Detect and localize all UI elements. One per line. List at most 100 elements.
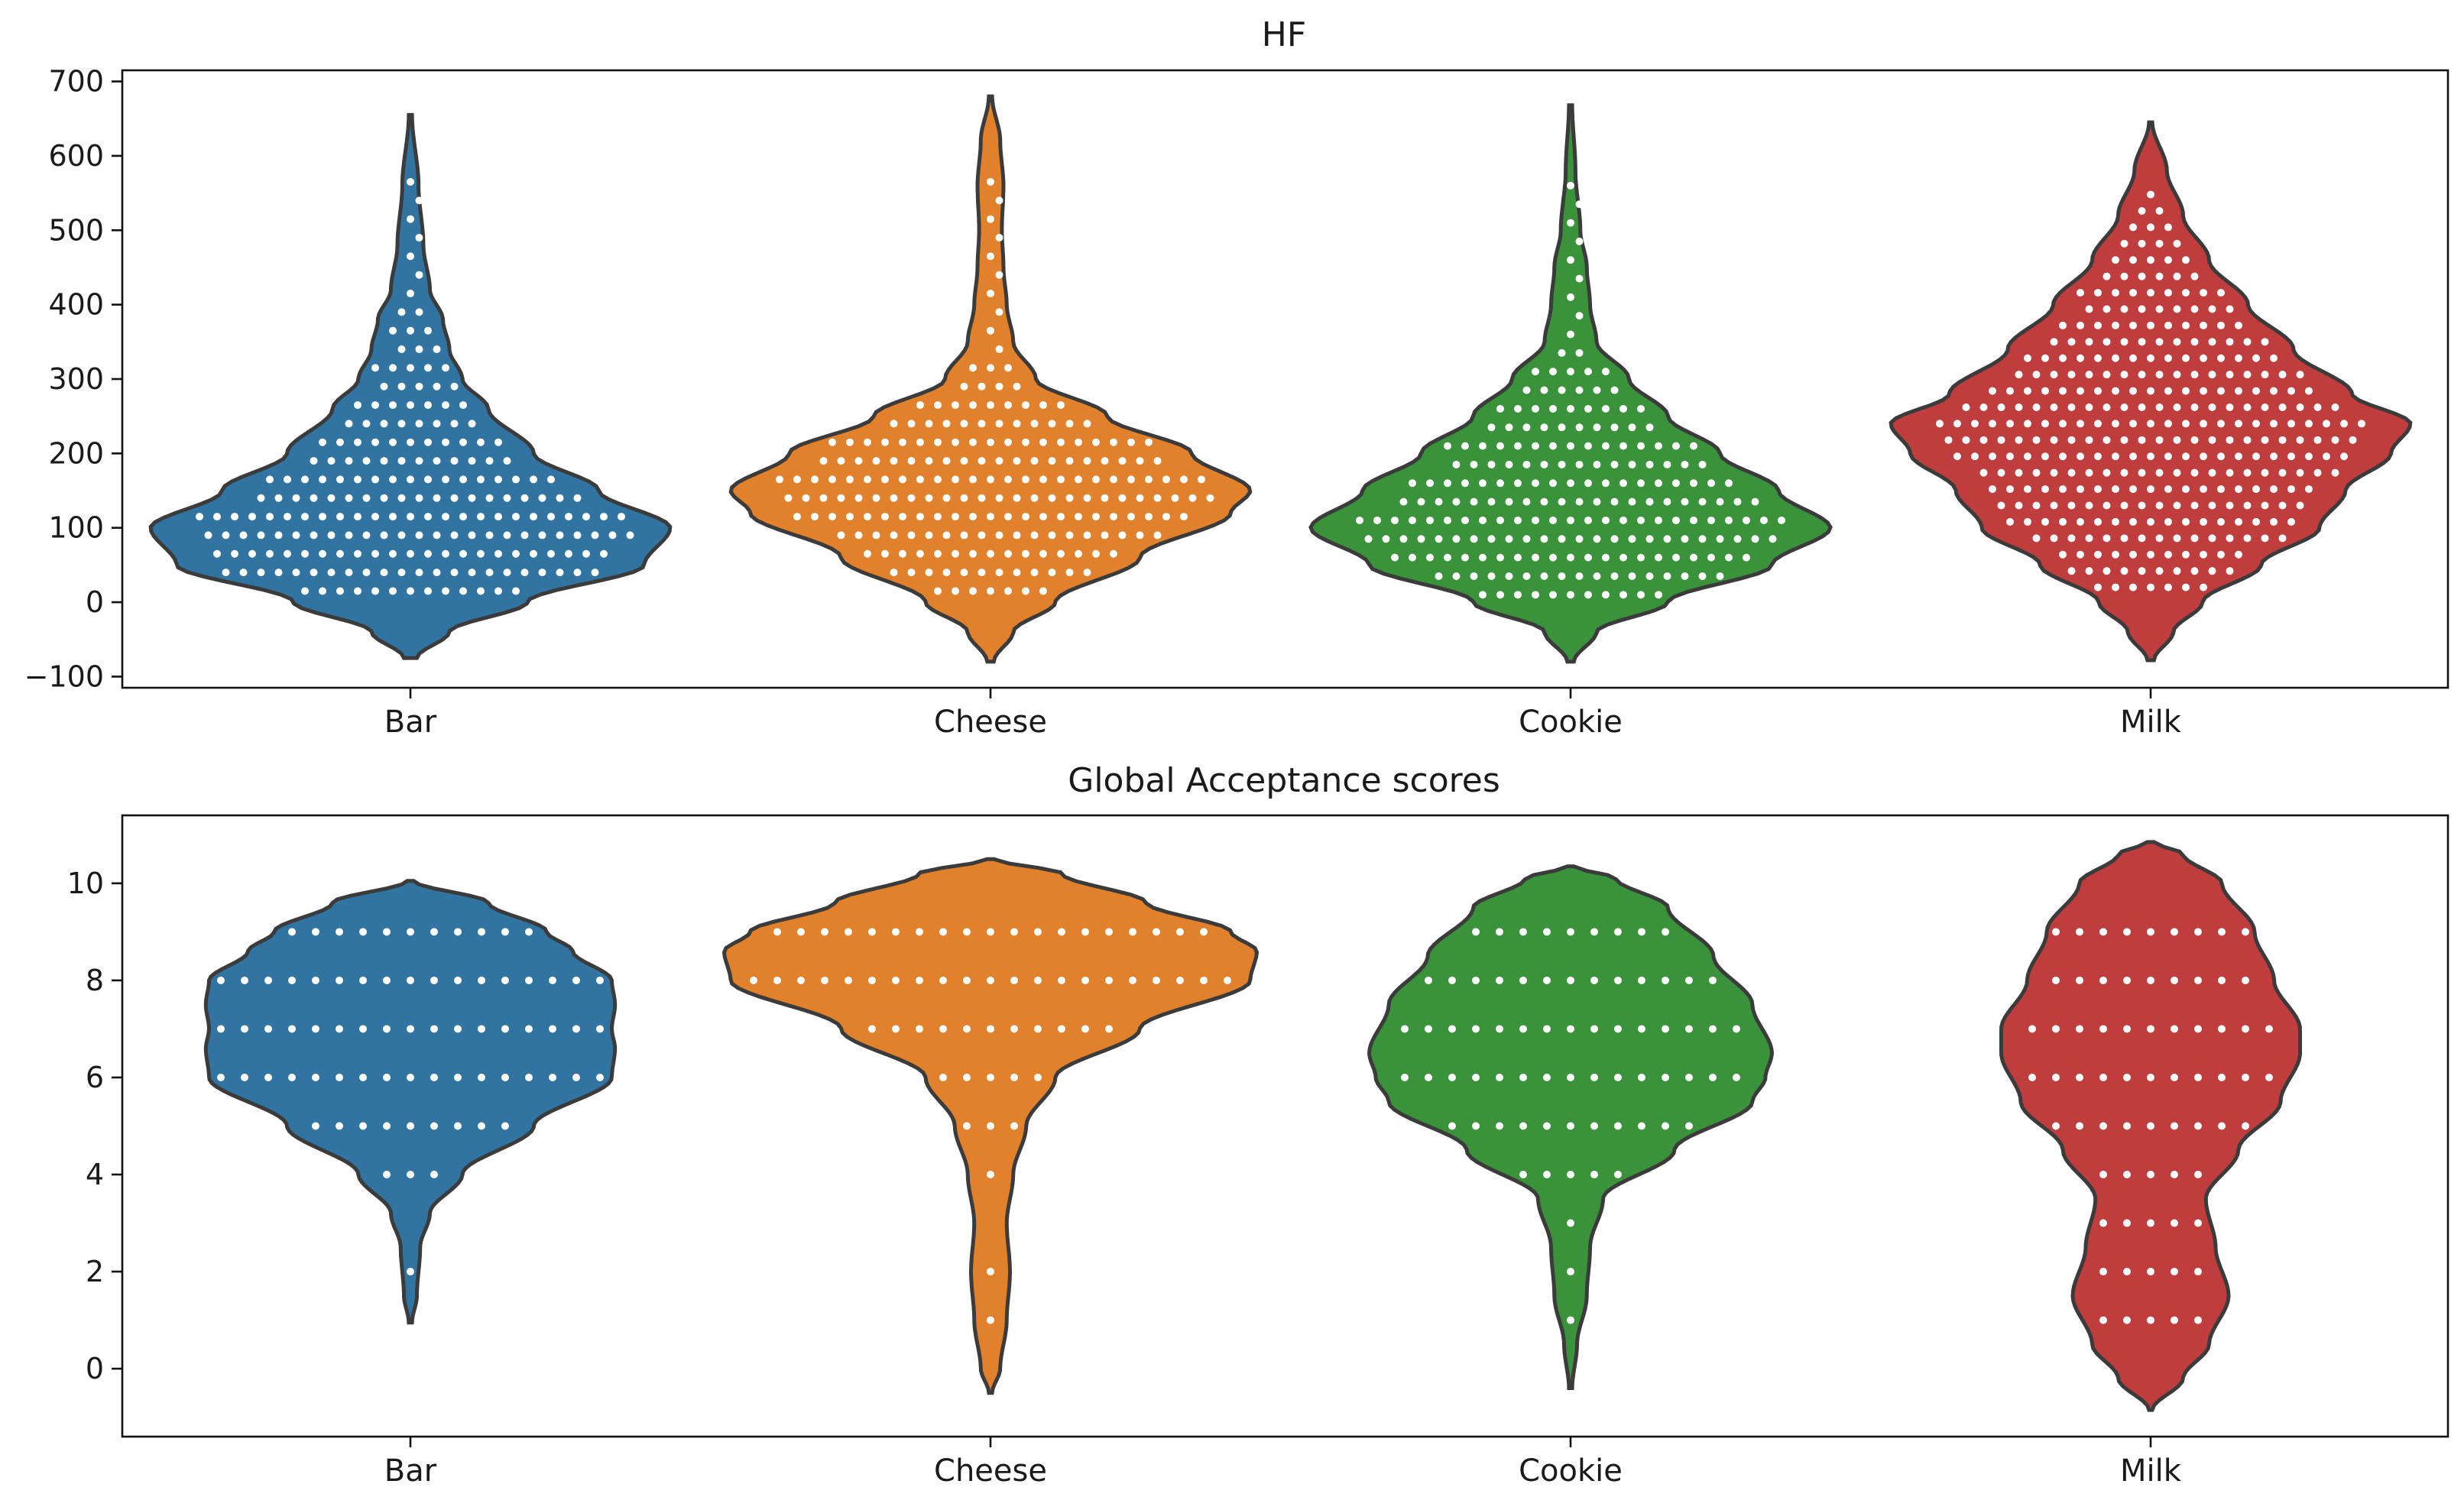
data-point xyxy=(1013,457,1021,465)
data-point xyxy=(1540,535,1548,543)
data-point xyxy=(389,475,397,484)
data-point xyxy=(802,494,810,502)
data-point xyxy=(1048,457,1056,465)
data-point xyxy=(2164,354,2172,362)
data-point xyxy=(1549,553,1557,562)
data-point xyxy=(1022,475,1029,484)
data-point xyxy=(415,196,423,205)
data-point xyxy=(2194,1219,2202,1227)
data-point xyxy=(1048,494,1056,502)
data-point xyxy=(1522,572,1531,580)
data-point xyxy=(987,215,994,223)
data-point xyxy=(1448,1122,1456,1130)
swarm-bar xyxy=(217,928,604,1276)
data-point xyxy=(1048,531,1056,540)
data-point xyxy=(1200,976,1208,984)
data-point xyxy=(2270,485,2278,494)
data-point xyxy=(2123,1073,2131,1081)
data-point xyxy=(2028,1025,2036,1033)
data-point xyxy=(2278,436,2287,444)
data-point xyxy=(1575,386,1584,394)
data-point xyxy=(1081,1025,1089,1033)
data-point xyxy=(485,494,494,502)
data-point xyxy=(359,1073,367,1081)
data-point xyxy=(2243,501,2252,510)
data-point xyxy=(2123,976,2131,984)
data-point xyxy=(995,494,1003,502)
data-point xyxy=(2147,1122,2154,1130)
data-point xyxy=(1567,404,1574,413)
data-point xyxy=(2099,1073,2107,1081)
data-point xyxy=(284,549,291,558)
data-point xyxy=(2059,321,2067,329)
data-point xyxy=(1567,256,1574,264)
data-point xyxy=(217,976,225,984)
data-point xyxy=(1602,479,1610,488)
data-point xyxy=(1645,460,1654,468)
data-point xyxy=(2164,321,2172,329)
data-point xyxy=(1496,404,1504,413)
data-point xyxy=(2052,976,2060,984)
data-point xyxy=(1030,494,1039,502)
data-point xyxy=(2032,403,2041,411)
data-point xyxy=(2006,485,2014,494)
data-point xyxy=(2252,387,2260,395)
data-point xyxy=(2173,468,2181,477)
violin-bar xyxy=(148,112,673,660)
y-tick-label: 4 xyxy=(86,1158,104,1191)
data-point xyxy=(2235,550,2242,559)
data-point xyxy=(1575,200,1584,209)
data-point xyxy=(1716,497,1724,506)
data-point xyxy=(1567,928,1574,936)
data-point xyxy=(1057,438,1065,446)
data-point xyxy=(274,569,283,577)
data-point xyxy=(312,1122,319,1130)
data-point xyxy=(2077,452,2084,461)
data-point xyxy=(892,976,900,984)
data-point xyxy=(1057,401,1065,410)
data-point xyxy=(2123,1025,2131,1033)
data-point xyxy=(424,326,432,335)
data-point xyxy=(2242,1025,2249,1033)
data-point xyxy=(415,271,423,279)
data-point xyxy=(995,196,1003,205)
data-point xyxy=(2147,223,2154,232)
data-point xyxy=(2112,321,2119,329)
data-point xyxy=(336,513,344,521)
data-point xyxy=(478,1025,485,1033)
data-point xyxy=(1039,401,1047,410)
data-point xyxy=(213,549,221,558)
data-point xyxy=(864,438,871,446)
data-point xyxy=(1401,1025,1409,1033)
data-point xyxy=(995,382,1003,390)
data-point xyxy=(1567,1268,1574,1276)
data-point xyxy=(1448,1025,1456,1033)
data-point xyxy=(1558,386,1566,394)
data-point xyxy=(2182,550,2190,559)
data-point xyxy=(1567,1316,1574,1324)
data-point xyxy=(1010,1122,1018,1130)
data-point xyxy=(530,549,537,558)
data-point xyxy=(987,587,994,595)
data-point xyxy=(2252,517,2260,526)
data-point xyxy=(2147,550,2154,559)
data-point xyxy=(1663,535,1671,543)
data-point xyxy=(2173,338,2181,346)
data-point xyxy=(430,1025,438,1033)
data-point xyxy=(2296,403,2304,411)
data-point xyxy=(442,587,449,595)
data-point xyxy=(2235,420,2242,428)
data-point xyxy=(450,569,459,577)
data-point xyxy=(2164,420,2172,428)
data-point xyxy=(430,976,438,984)
data-point xyxy=(1075,549,1082,558)
data-point xyxy=(2077,517,2084,526)
data-point xyxy=(501,976,509,984)
data-point xyxy=(1487,572,1496,580)
data-point xyxy=(407,1025,414,1033)
data-point xyxy=(1470,572,1478,580)
data-point xyxy=(907,494,916,502)
data-point xyxy=(1540,386,1548,394)
data-point xyxy=(478,1122,485,1130)
data-point xyxy=(942,420,951,428)
